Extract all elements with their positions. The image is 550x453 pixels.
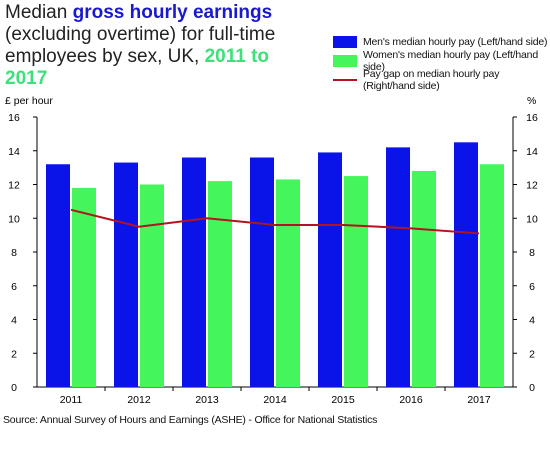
- bar-men: [250, 157, 274, 387]
- y-axis-left-label: £ per hour: [5, 95, 53, 107]
- legend-item-men: Men's median hourly pay (Left/hand side): [333, 33, 550, 50]
- bar-men: [182, 157, 206, 387]
- y-axis-right-label: %: [527, 95, 536, 107]
- y-tick-label-right: 2: [529, 348, 535, 360]
- title-part-2: (excluding overtime) for full-time emplo…: [5, 24, 276, 67]
- legend-item-women: Women's median hourly pay (Left/hand sid…: [333, 49, 550, 73]
- x-tick-label: 2014: [263, 394, 287, 406]
- y-tick-label-left: 4: [11, 315, 17, 327]
- x-tick-label: 2016: [399, 394, 423, 406]
- legend-label-women: Women's median hourly pay (Left/hand sid…: [363, 48, 538, 73]
- y-tick-label-right: 16: [526, 112, 538, 124]
- y-tick-label-left: 2: [11, 348, 17, 360]
- bar-men: [46, 164, 70, 387]
- title-part-1: Median: [5, 2, 73, 23]
- y-tick-label-right: 4: [529, 315, 535, 327]
- legend-swatch-gap: [333, 78, 357, 81]
- source-note: Source: Annual Survey of Hours and Earni…: [3, 414, 378, 426]
- y-tick-label-left: 10: [8, 213, 20, 225]
- bar-women: [480, 164, 504, 387]
- x-tick-label: 2011: [60, 394, 83, 406]
- y-tick-label-right: 8: [529, 247, 535, 259]
- legend-swatch-men: [333, 35, 357, 48]
- bar-men: [114, 162, 138, 387]
- x-tick-label: 2017: [467, 394, 491, 406]
- bar-women: [412, 171, 436, 387]
- legend-label-gap: Pay gap on median hourly pay (Right/hand…: [363, 67, 500, 92]
- x-tick-label: 2012: [127, 394, 151, 406]
- legend-item-gap: Pay gap on median hourly pay (Right/hand…: [333, 68, 550, 92]
- y-tick-label-right: 6: [529, 281, 535, 293]
- y-tick-label-right: 14: [526, 146, 538, 158]
- bar-women: [344, 176, 368, 387]
- bar-men: [454, 142, 478, 387]
- bar-women: [208, 181, 232, 387]
- y-tick-label-left: 16: [8, 112, 20, 124]
- x-tick-label: 2013: [195, 394, 219, 406]
- bar-men: [386, 147, 410, 387]
- y-tick-label-right: 10: [526, 213, 538, 225]
- bar-women: [276, 179, 300, 387]
- y-tick-label-left: 14: [8, 146, 20, 158]
- y-tick-label-left: 6: [11, 281, 17, 293]
- legend-label-men: Men's median hourly pay (Left/hand side): [363, 35, 548, 48]
- y-tick-label-left: 0: [11, 382, 17, 394]
- y-tick-label-right: 0: [529, 382, 535, 394]
- y-tick-label-right: 12: [526, 180, 538, 192]
- legend-swatch-women: [333, 54, 357, 67]
- title-years: 2011 to 2017: [5, 46, 270, 89]
- y-tick-label-left: 8: [11, 247, 17, 259]
- y-tick-label-left: 12: [8, 180, 20, 192]
- bar-men: [318, 152, 342, 387]
- x-tick-label: 2015: [331, 394, 355, 406]
- title-highlight: gross hourly earnings: [72, 2, 273, 23]
- legend: Men's median hourly pay (Left/hand side)…: [333, 33, 550, 92]
- bar-women: [72, 187, 96, 387]
- chart-title: Median gross hourly earnings (excluding …: [5, 2, 305, 90]
- bar-women: [140, 184, 164, 387]
